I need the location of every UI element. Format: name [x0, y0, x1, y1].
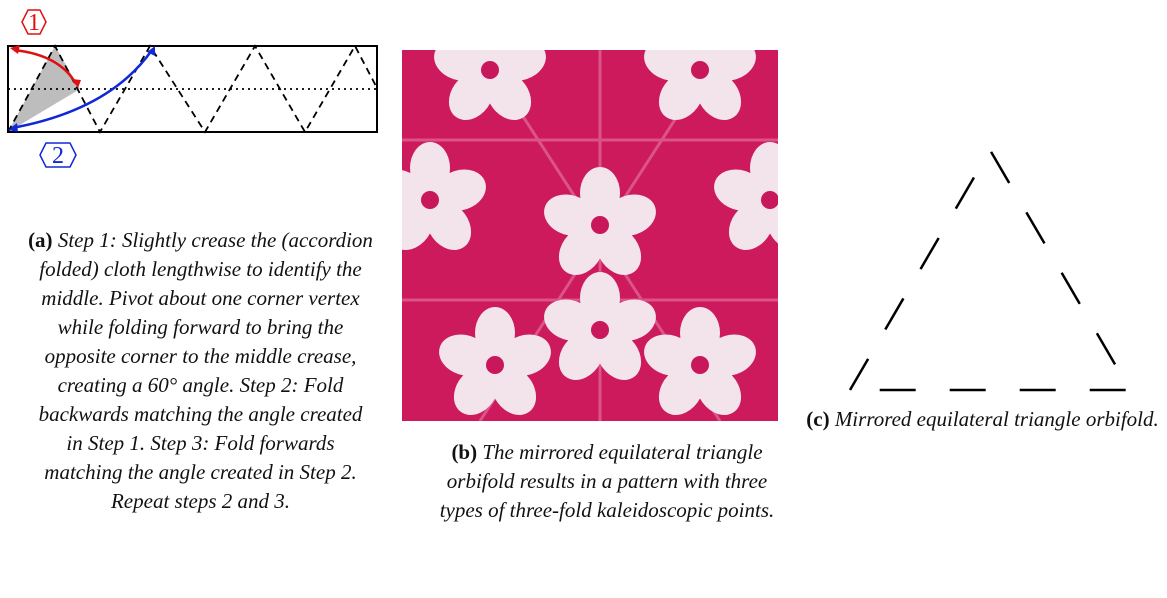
- orbifold-triangle: [850, 150, 1130, 390]
- page: 1 2 (a) Step 1: Slightly crease the (acc…: [0, 0, 1167, 598]
- caption-a: (a) Step 1: Slightly crease the (accordi…: [28, 226, 373, 516]
- caption-text: The mirrored equilateral triangle orbifo…: [440, 440, 775, 522]
- fold-diagram: 1 2: [8, 10, 377, 169]
- caption-text: Mirrored equilateral triangle orbifold.: [835, 407, 1159, 431]
- step-marker: 2: [52, 143, 64, 169]
- caption-c: (c) Mirrored equilateral triangle orbifo…: [800, 405, 1165, 434]
- caption-label: (c): [806, 407, 829, 431]
- step-marker: 1: [28, 10, 40, 36]
- tie-dye-photo: [369, 12, 832, 424]
- caption-text: Step 1: Slightly crease the (accordion f…: [39, 228, 373, 513]
- caption-label: (a): [28, 228, 53, 252]
- caption-b: (b) The mirrored equilateral triangle or…: [432, 438, 782, 525]
- caption-label: (b): [451, 440, 477, 464]
